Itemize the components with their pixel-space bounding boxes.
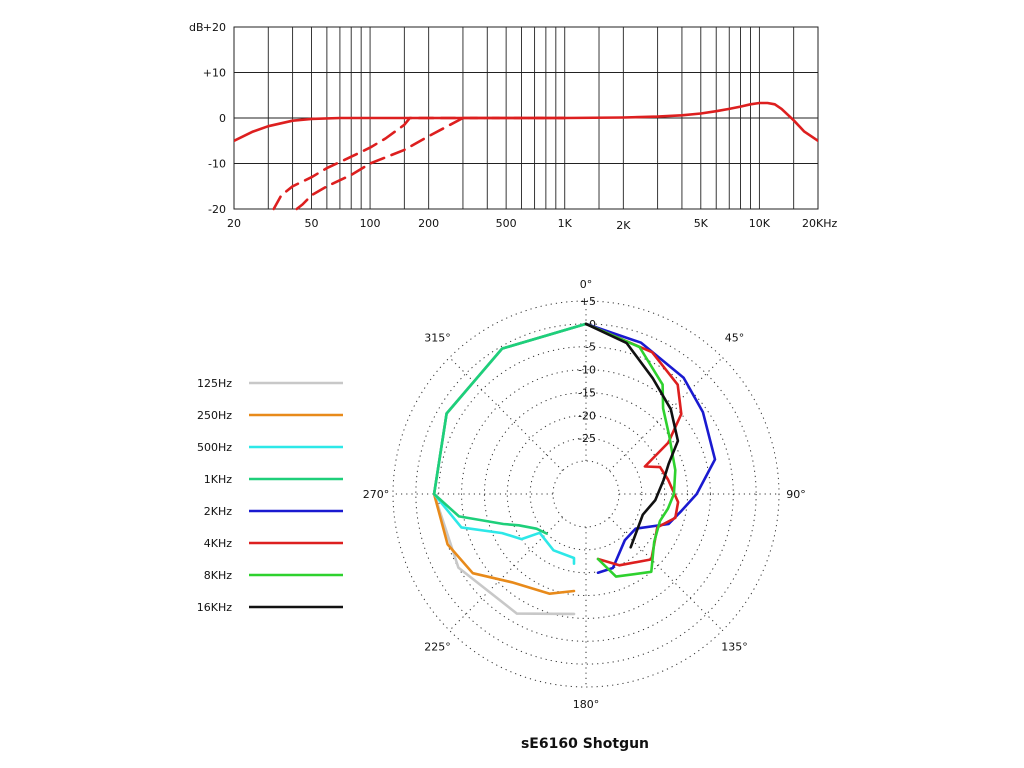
x-tick-label: 1K (558, 217, 573, 230)
ring-label: -20 (578, 409, 596, 422)
polar-ring (461, 369, 711, 619)
ring-label: +5 (580, 295, 596, 308)
angle-label: 270° (363, 488, 390, 501)
legend-label: 250Hz (197, 409, 232, 422)
x-tick-label: 2K (616, 219, 631, 232)
legend-label: 500Hz (197, 441, 232, 454)
angle-label: 225° (424, 640, 451, 653)
polar-pattern-chart: +5 0 -5 -10 -15 -20 -25 0° 45° 90° 135° 180° 225° 270… (363, 278, 806, 711)
y-tick-label: +20 (203, 21, 226, 34)
x-tick-label: 50 (304, 217, 318, 230)
polar-curve-1khz (432, 322, 588, 535)
chart-title: sE6160 Shotgun (521, 736, 649, 752)
x-tick-label: 5K (694, 217, 709, 230)
plot-frame (233, 26, 819, 210)
legend-label: 125Hz (197, 377, 232, 390)
angle-label: 0° (580, 278, 593, 291)
polar-curve-8khz (584, 322, 677, 578)
x-tick-label: 200 (418, 217, 439, 230)
ring-label: -5 (585, 341, 596, 354)
legend-label: 2KHz (204, 505, 232, 518)
legend-label: 4KHz (204, 537, 232, 550)
polar-spoke (608, 357, 723, 472)
y-tick-label: -20 (208, 203, 226, 216)
response-curve-dashed (272, 116, 566, 211)
x-tick-label: 20KHz (802, 217, 837, 230)
response-curve-dashed (295, 116, 566, 211)
polar-curve-16khz (584, 322, 680, 549)
legend-label: 16KHz (197, 601, 232, 614)
angle-label: 315° (424, 332, 451, 345)
polar-curve-500hz (432, 322, 588, 565)
y-tick-label: 0 (219, 112, 226, 125)
ring-label: 0 (589, 318, 596, 331)
x-tick-label: 10K (749, 217, 771, 230)
x-tick-label: 500 (496, 217, 517, 230)
angle-label: 90° (786, 488, 806, 501)
polar-ring (552, 460, 620, 528)
polar-legend: 125Hz 250Hz 500Hz 1KHz 2KHz 4KHz 8KHz 16KHz (197, 377, 343, 614)
angle-label: 180° (573, 698, 600, 711)
x-tick-label: 100 (360, 217, 381, 230)
y-tick-label: -10 (208, 158, 226, 171)
response-curve-solid (234, 101, 818, 143)
legend-label: 8KHz (204, 569, 232, 582)
y-axis-label: dB (189, 21, 204, 34)
ring-label: -10 (578, 364, 596, 377)
polar-ring (506, 414, 666, 574)
angle-label: 135° (721, 640, 748, 653)
x-tick-label: 20 (227, 217, 241, 230)
polar-spoke (449, 357, 564, 472)
polar-ring (392, 300, 780, 688)
frequency-response-chart: +20 +10 0 -10 -20 dB 20 50 100 200 500 1K 2K 5K 10K 20K… (189, 21, 837, 232)
polar-ring (529, 437, 643, 551)
angle-label: 45° (725, 332, 745, 345)
polar-curve-2khz (584, 322, 717, 574)
y-tick-label: +10 (203, 67, 226, 80)
ring-label: -15 (578, 386, 596, 399)
legend-label: 1KHz (204, 473, 232, 486)
ring-label: -25 (578, 432, 596, 445)
